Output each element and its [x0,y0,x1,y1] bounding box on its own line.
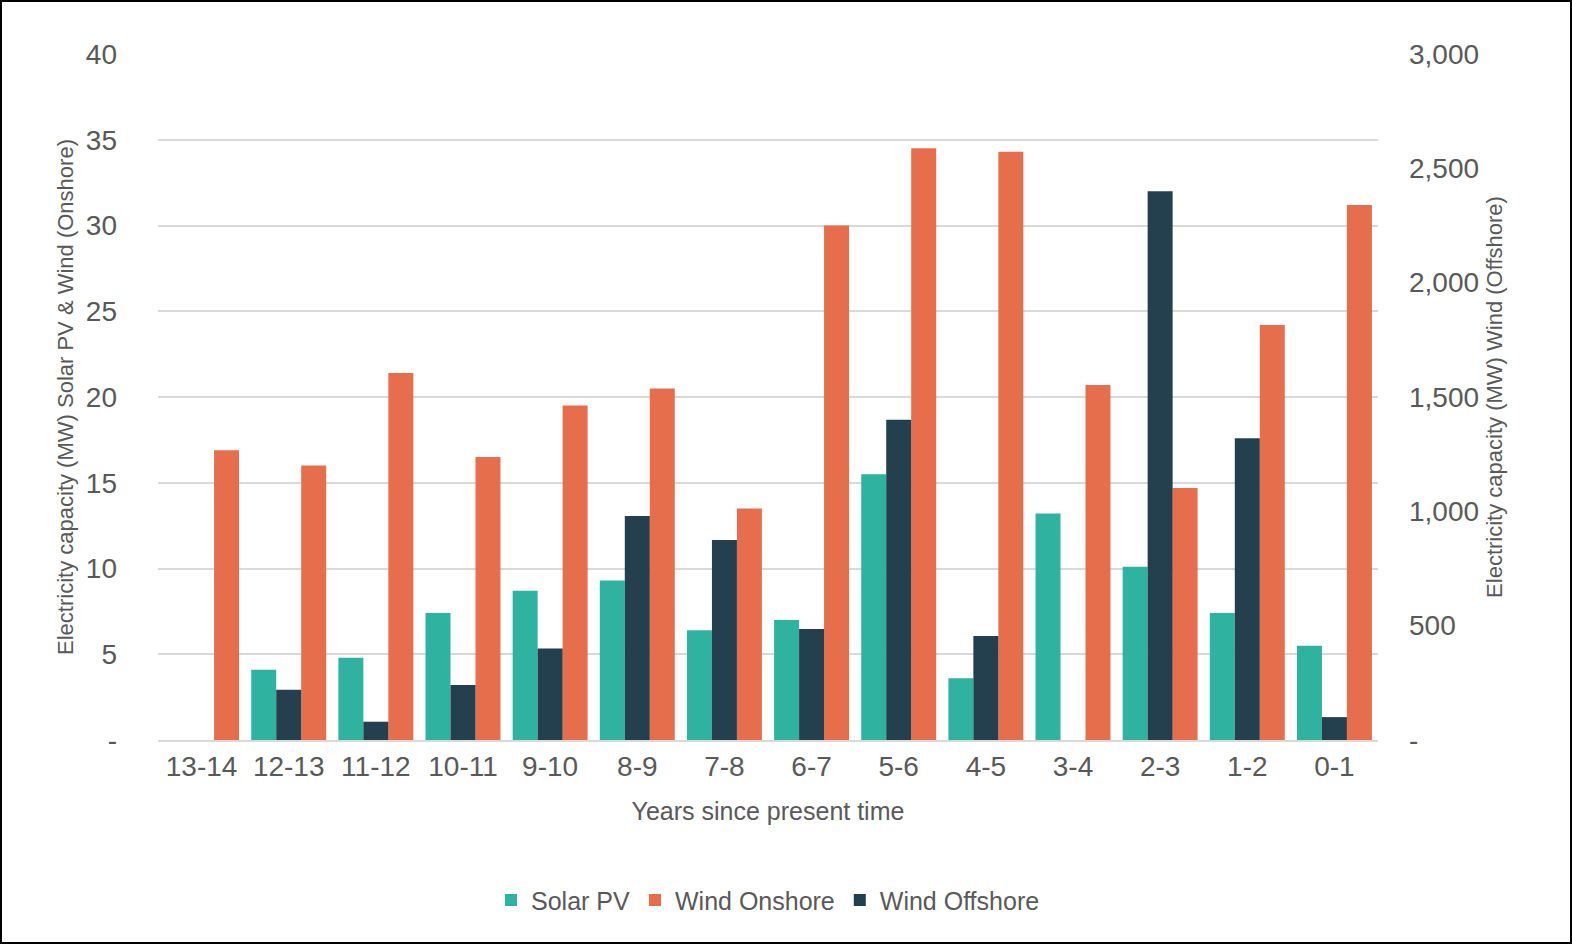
svg-text:Electricity capacity (MW) Wind: Electricity capacity (MW) Wind (Offshore… [1482,196,1507,598]
svg-text:2,000: 2,000 [1409,267,1479,298]
svg-text:4-5: 4-5 [966,751,1006,782]
svg-text:-: - [108,725,117,756]
svg-text:20: 20 [86,382,117,413]
svg-text:25: 25 [86,296,117,327]
svg-text:Wind Offshore: Wind Offshore [880,887,1039,915]
svg-text:7-8: 7-8 [704,751,744,782]
svg-text:1-2: 1-2 [1227,751,1267,782]
svg-text:-: - [1409,725,1418,756]
svg-text:2-3: 2-3 [1140,751,1180,782]
svg-text:2,500: 2,500 [1409,153,1479,184]
svg-text:6-7: 6-7 [791,751,831,782]
svg-text:15: 15 [86,468,117,499]
svg-text:1,500: 1,500 [1409,382,1479,413]
svg-text:12-13: 12-13 [253,751,325,782]
svg-text:11-12: 11-12 [341,751,411,782]
svg-text:8-9: 8-9 [617,751,657,782]
svg-text:13-14: 13-14 [166,751,238,782]
svg-text:10-11: 10-11 [428,751,498,782]
svg-text:9-10: 9-10 [522,751,578,782]
svg-text:Wind Onshore: Wind Onshore [675,887,835,915]
svg-text:1,000: 1,000 [1409,496,1479,527]
svg-text:30: 30 [86,210,117,241]
svg-text:500: 500 [1409,610,1456,641]
svg-text:5: 5 [101,639,117,670]
svg-text:Years since present time: Years since present time [632,797,905,825]
svg-text:35: 35 [86,125,117,156]
svg-text:3-4: 3-4 [1053,751,1093,782]
svg-text:0-1: 0-1 [1314,751,1354,782]
svg-text:5-6: 5-6 [878,751,918,782]
svg-text:3,000: 3,000 [1409,39,1479,70]
svg-text:40: 40 [86,39,117,70]
svg-text:Electricity capacity (MW) Sola: Electricity capacity (MW) Solar PV & Win… [53,139,78,655]
svg-text:10: 10 [86,553,117,584]
svg-text:Solar PV: Solar PV [531,887,630,915]
